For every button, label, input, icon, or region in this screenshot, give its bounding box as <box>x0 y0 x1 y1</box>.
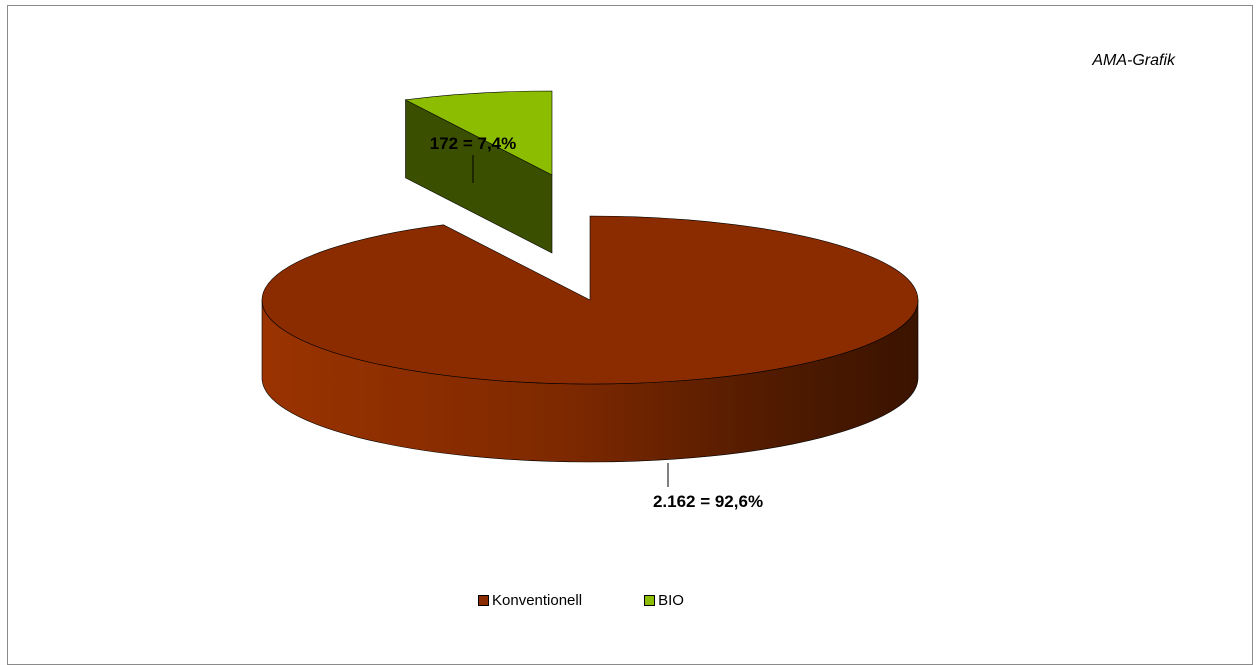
source-note: AMA-Grafik <box>1092 52 1175 69</box>
data-label-bio: 172 = 7,4% <box>430 134 517 153</box>
legend-swatch-bio <box>644 595 656 606</box>
legend-label-bio: BIO <box>658 592 684 609</box>
slice-konventionell <box>261 215 919 463</box>
legend-item-konventionell: Konventionell <box>478 592 582 609</box>
slice-bio <box>404 90 553 254</box>
legend-swatch-konventionell <box>478 595 489 606</box>
legend-item-bio: BIO <box>644 592 684 609</box>
legend-label-konventionell: Konventionell <box>492 592 583 609</box>
legend: Konventionell BIO <box>478 592 746 609</box>
data-label-konventionell: 2.162 = 92,6% <box>653 492 763 511</box>
